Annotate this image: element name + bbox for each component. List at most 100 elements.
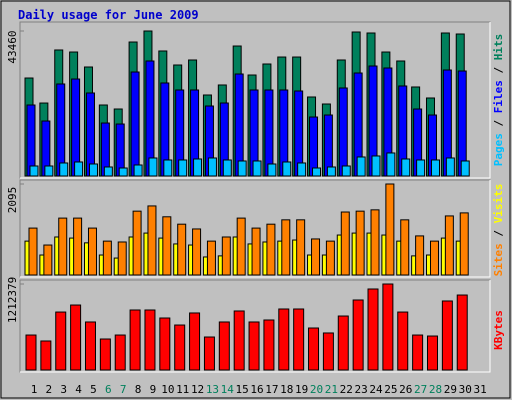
bar bbox=[99, 338, 111, 371]
x-tick-label: 8 bbox=[135, 383, 142, 396]
bar bbox=[189, 312, 201, 371]
x-tick-label: 30 bbox=[459, 383, 472, 396]
x-tick-label: 3 bbox=[60, 383, 67, 396]
bar bbox=[340, 211, 350, 276]
bar bbox=[236, 217, 246, 276]
bar bbox=[237, 160, 247, 177]
bar bbox=[429, 240, 439, 276]
x-tick-label: 16 bbox=[250, 383, 263, 396]
x-tick-label: 29 bbox=[444, 383, 457, 396]
legend-entry: Files bbox=[492, 80, 505, 113]
bar bbox=[282, 161, 292, 177]
x-tick-label: 5 bbox=[90, 383, 97, 396]
x-tick-label: 22 bbox=[340, 383, 353, 396]
bar bbox=[203, 336, 215, 371]
bar bbox=[129, 309, 141, 371]
bar bbox=[59, 162, 69, 177]
bar bbox=[326, 166, 336, 177]
bar bbox=[251, 227, 261, 276]
legend-entry: Visits bbox=[492, 184, 505, 224]
bar bbox=[117, 241, 127, 276]
bar bbox=[416, 159, 426, 177]
x-tick-label: 7 bbox=[120, 383, 127, 396]
panel-highlight bbox=[20, 280, 491, 373]
bar bbox=[308, 327, 320, 371]
bar bbox=[460, 160, 470, 177]
x-tick-label: 12 bbox=[191, 383, 204, 396]
bar bbox=[352, 299, 364, 371]
bar bbox=[28, 227, 38, 276]
bar bbox=[337, 315, 349, 371]
bar bbox=[118, 167, 128, 177]
bar bbox=[147, 205, 157, 276]
y-tick-label: 2095 bbox=[6, 187, 19, 214]
x-tick-label: 11 bbox=[176, 383, 189, 396]
x-tick-label: 2 bbox=[46, 383, 53, 396]
bar bbox=[192, 228, 202, 276]
bar bbox=[296, 219, 306, 276]
bar bbox=[222, 159, 232, 177]
legend-entry: Sites bbox=[492, 243, 505, 276]
chart-title: Daily usage for June 2009 bbox=[18, 8, 199, 22]
bar bbox=[371, 155, 381, 177]
x-tick-label: 4 bbox=[75, 383, 82, 396]
bar bbox=[445, 157, 455, 177]
bar bbox=[341, 165, 351, 177]
bar bbox=[338, 87, 348, 177]
bar bbox=[55, 311, 67, 371]
legend-entry: Hits bbox=[492, 34, 505, 61]
bar bbox=[174, 324, 186, 371]
bar bbox=[281, 219, 291, 276]
bar bbox=[322, 332, 334, 371]
bar bbox=[248, 321, 260, 371]
x-tick-label: 20 bbox=[310, 383, 323, 396]
bar bbox=[44, 165, 54, 177]
bar bbox=[325, 240, 335, 276]
bar bbox=[206, 240, 216, 276]
legend: Sites / Visits bbox=[492, 184, 505, 277]
x-tick-label: 13 bbox=[206, 383, 219, 396]
legend-separator: / bbox=[492, 223, 505, 243]
bar bbox=[252, 160, 262, 177]
bar bbox=[430, 159, 440, 177]
bar bbox=[355, 210, 365, 276]
legend: KBytes bbox=[492, 310, 505, 350]
x-tick-label: 25 bbox=[384, 383, 397, 396]
bar bbox=[267, 163, 277, 177]
bar bbox=[412, 334, 424, 371]
bar bbox=[73, 217, 83, 276]
bar bbox=[459, 212, 469, 276]
bar bbox=[193, 158, 203, 177]
bar bbox=[159, 317, 171, 371]
bar bbox=[311, 238, 321, 276]
bar bbox=[456, 294, 468, 371]
x-tick-label: 31 bbox=[473, 383, 486, 396]
x-tick-label: 27 bbox=[414, 383, 427, 396]
bar bbox=[278, 308, 290, 371]
bar bbox=[114, 334, 126, 371]
panel-highlight bbox=[20, 180, 491, 278]
legend-separator: / bbox=[492, 113, 505, 133]
bar bbox=[162, 216, 172, 276]
bar bbox=[132, 210, 142, 276]
bar bbox=[207, 157, 217, 177]
x-tick-label: 23 bbox=[355, 383, 368, 396]
bar bbox=[386, 152, 396, 177]
bar bbox=[415, 235, 425, 276]
bar bbox=[133, 164, 143, 177]
y-tick-label: 43460 bbox=[6, 30, 19, 63]
bar bbox=[43, 244, 53, 276]
bar bbox=[400, 219, 410, 276]
x-tick-label: 17 bbox=[265, 383, 278, 396]
bar bbox=[40, 340, 52, 371]
bar bbox=[426, 335, 438, 371]
bar bbox=[87, 227, 97, 276]
x-tick-label: 26 bbox=[399, 383, 412, 396]
bar bbox=[130, 71, 140, 177]
bar bbox=[102, 240, 112, 276]
x-tick-label: 10 bbox=[161, 383, 174, 396]
bar bbox=[70, 304, 82, 371]
bar bbox=[56, 83, 66, 177]
